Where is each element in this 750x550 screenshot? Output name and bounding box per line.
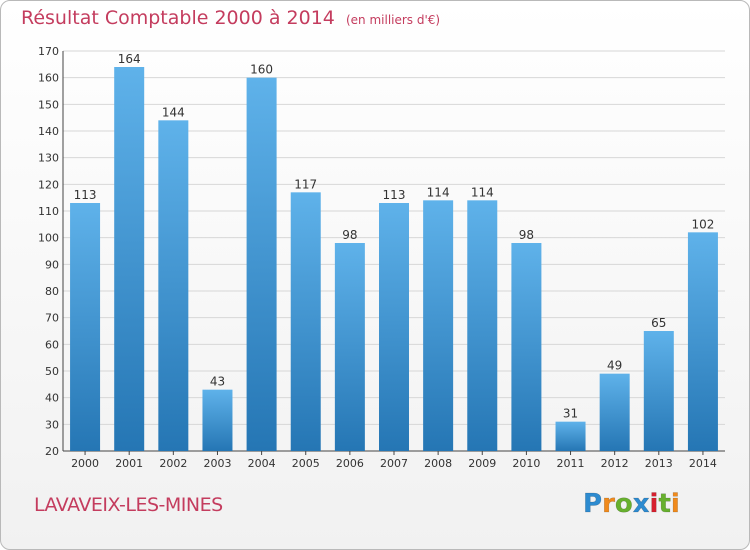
y-tick-label: 50 (45, 365, 59, 378)
data-label: 113 (74, 188, 97, 202)
data-label: 98 (519, 228, 534, 242)
data-label: 144 (162, 105, 185, 119)
bar (467, 200, 498, 451)
bar (290, 192, 321, 452)
bar (511, 243, 542, 451)
y-tick-label: 170 (38, 45, 59, 58)
data-label: 113 (383, 188, 406, 202)
chart-title: Résultat Comptable 2000 à 2014 (21, 7, 335, 29)
logo-letter: o (614, 489, 633, 520)
y-tick-label: 80 (45, 285, 59, 298)
x-tick-label: 2002 (159, 457, 187, 470)
data-label: 164 (118, 52, 141, 66)
x-tick-label: 2009 (468, 457, 496, 470)
x-tick-label: 2013 (645, 457, 673, 470)
x-tick-label: 2007 (380, 457, 408, 470)
y-tick-label: 160 (38, 72, 59, 85)
proxiti-logo: Proxiti (583, 489, 680, 520)
y-tick-label: 140 (38, 125, 59, 138)
y-tick-label: 110 (38, 205, 59, 218)
y-tick-label: 100 (38, 232, 59, 245)
x-tick-label: 2011 (557, 457, 585, 470)
bar (246, 77, 277, 452)
bar (202, 389, 233, 451)
data-label: 43 (210, 375, 225, 389)
data-label: 102 (691, 217, 714, 231)
logo-letter: i (670, 489, 680, 520)
bar (334, 243, 365, 451)
bar (555, 421, 586, 451)
y-tick-label: 120 (38, 178, 59, 191)
bar (599, 373, 630, 451)
x-tick-label: 2008 (424, 457, 452, 470)
x-tick-label: 2010 (512, 457, 540, 470)
chart-title-block: Résultat Comptable 2000 à 2014 (en milli… (21, 7, 440, 29)
data-label: 65 (651, 316, 666, 330)
x-tick-label: 2006 (336, 457, 364, 470)
bar (70, 203, 101, 451)
logo-letter: i (649, 489, 659, 520)
logo-letter: r (602, 489, 615, 520)
x-tick-label: 2012 (601, 457, 629, 470)
y-tick-label: 30 (45, 418, 59, 431)
logo-letter: x (632, 489, 650, 520)
data-label: 31 (563, 407, 578, 421)
bar (114, 67, 145, 451)
y-tick-label: 150 (38, 98, 59, 111)
x-tick-label: 2003 (203, 457, 231, 470)
bar (643, 331, 674, 451)
data-label: 160 (250, 63, 273, 77)
bar (158, 120, 189, 451)
bar (687, 232, 718, 451)
bar (423, 200, 454, 451)
y-tick-label: 20 (45, 445, 59, 458)
data-label: 117 (294, 177, 317, 191)
place-name: LAVAVEIX-LES-MINES (34, 494, 223, 516)
y-tick-label: 60 (45, 338, 59, 351)
x-tick-label: 2001 (115, 457, 143, 470)
y-tick-label: 40 (45, 392, 59, 405)
x-tick-label: 2014 (689, 457, 717, 470)
data-label: 98 (342, 228, 357, 242)
data-label: 114 (427, 185, 450, 199)
y-tick-label: 70 (45, 312, 59, 325)
data-label: 114 (471, 185, 494, 199)
logo-letter: P (583, 489, 603, 520)
bar (379, 203, 409, 451)
y-tick-label: 130 (38, 152, 59, 165)
logo-letter: t (658, 489, 671, 520)
chart-unit: (en milliers d'€) (345, 13, 441, 27)
y-tick-label: 90 (45, 258, 59, 271)
data-label: 49 (607, 359, 622, 373)
x-tick-label: 2005 (292, 457, 320, 470)
x-tick-label: 2000 (71, 457, 99, 470)
x-tick-label: 2004 (248, 457, 276, 470)
